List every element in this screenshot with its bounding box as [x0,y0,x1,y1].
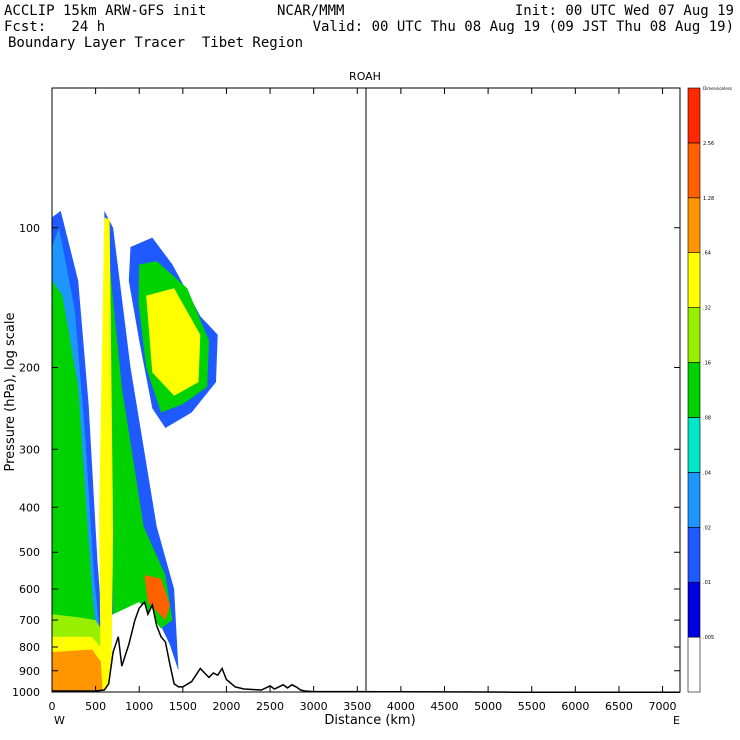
colorbar-level-8: 1.28 [703,196,714,202]
y-axis-label: Pressure (hPa), log scale [3,313,18,472]
colorbar-level-6: .32 [703,306,711,312]
plume-upper-anvil-9 [146,288,201,396]
chart-title: ROAH [349,70,381,83]
colorbar-level-3: .04 [703,470,711,476]
y-tick-label-100: 100 [19,222,40,235]
colorbar: .005 .01 .02 .04 .08 .16 .32 .64 1.28 2.56 [687,87,714,693]
plume-western-tall-column-4 [52,280,98,645]
x-axis-label: Distance (km) [324,713,415,728]
x-tick-label-6500: 6500 [605,700,633,713]
x-tick-label-6000: 6000 [561,700,589,713]
x-tick-label-0: 0 [49,700,56,713]
plume-rising-filament-6 [107,247,173,629]
x-tick-label-500: 500 [85,700,106,713]
colorbar-swatch-6 [687,307,701,363]
colorbar-swatch-3 [687,472,701,528]
x-tick-label-2500: 2500 [256,700,284,713]
header-line1-left: ACCLIP 15km ARW-GFS init [4,3,207,19]
y-tick-label-800: 800 [19,641,40,654]
colorbar-level-1: .01 [703,580,711,586]
terrain-layer [52,600,680,693]
x-tick-label-4500: 4500 [431,700,459,713]
header-line2-right: Valid: 00 UTC Thu 08 Aug 19 (09 JST Thu … [312,19,734,35]
colorbar-swatch-10 [687,87,701,144]
y-axis: 100 200 300 400 500 600 700 800 900 1000 [12,222,680,699]
plot-frame-layer [51,87,681,693]
y-tick-label-1000: 1000 [12,686,40,699]
colorbar-level-9: 2.56 [703,141,714,147]
x-tick-label-1500: 1500 [169,700,197,713]
colorbar-unit-label: Dimensionless [703,86,732,91]
x-tick-label-3000: 3000 [300,700,328,713]
y-tick-label-600: 600 [19,583,40,596]
terrain-line [52,600,680,693]
plume-rising-filament-10 [99,217,114,690]
x-tick-label-7000: 7000 [649,700,677,713]
colorbar-level-4: .08 [703,416,711,422]
x-tick-label-3500: 3500 [343,700,371,713]
x-tick-label-1000: 1000 [125,700,153,713]
colorbar-swatch-8 [687,197,701,254]
colorbar-swatch-4 [687,417,701,473]
colorbar-swatch-5 [687,362,701,418]
header-line1-center: NCAR/MMM [277,3,345,19]
x-axis-right-end-label: E [673,714,680,727]
x-tick-label-5500: 5500 [518,700,546,713]
plume-boundary-layer-base-11 [52,649,103,691]
y-tick-label-200: 200 [19,362,40,375]
y-tick-label-500: 500 [19,546,40,559]
plume-rising-filament-12 [144,575,170,621]
header-line2-left: Fcst: 24 h [4,19,106,35]
colorbar-swatch-1 [687,581,701,638]
x-tick-label-4000: 4000 [387,700,415,713]
colorbar-level-0: .005 [703,635,714,641]
terrain-mask [52,602,680,693]
colorbar-swatch-7 [687,252,701,308]
x-tick-label-5000: 5000 [474,700,502,713]
colorbar-swatch-9 [687,142,701,199]
x-axis: 0 500 1000 1500 2000 2500 3000 3500 4000 4500 5000… [49,88,677,713]
colorbar-level-7: .64 [703,251,711,257]
y-tick-label-400: 400 [19,501,40,514]
colorbar-level-5: .16 [703,361,711,367]
plot-frame [51,87,681,693]
x-tick-label-2000: 2000 [212,700,240,713]
header-line3-left: Boundary Layer Tracer Tibet Region [8,35,304,51]
header-line1-right: Init: 00 UTC Wed 07 Aug 19 [514,3,734,19]
y-tick-label-900: 900 [19,665,40,678]
colorbar-swatch-0 [687,636,701,693]
colorbar-level-2: .02 [703,525,711,531]
colorbar-swatch-2 [687,526,701,583]
x-axis-left-end-label: W [54,714,65,727]
y-tick-label-300: 300 [19,443,40,456]
y-tick-label-700: 700 [19,614,40,627]
